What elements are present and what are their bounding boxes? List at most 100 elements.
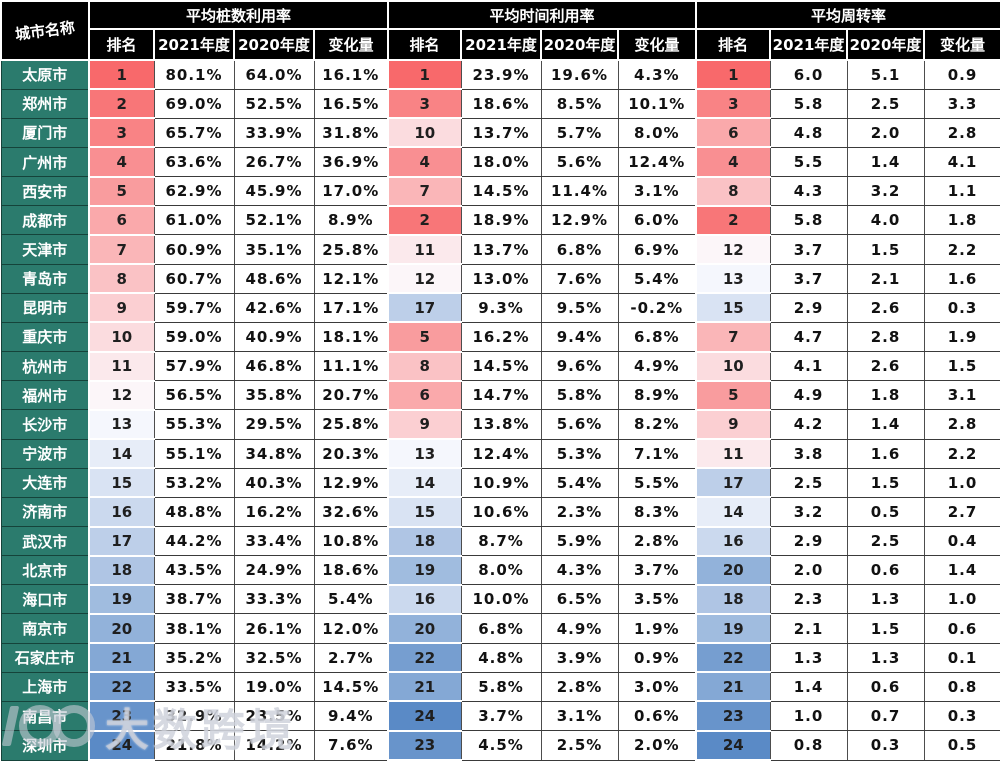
- city-cell: 济南市: [0, 496, 90, 528]
- value-cell: 29.5%: [233, 409, 315, 440]
- value-cell: 3.8: [769, 438, 848, 469]
- value-cell: 38.1%: [153, 613, 235, 644]
- value-cell: 64.0%: [233, 59, 315, 90]
- rank-cell: 20: [695, 554, 771, 586]
- value-cell: 0.7: [846, 700, 925, 732]
- value-cell: 33.5%: [153, 671, 235, 702]
- value-cell: 1.5: [923, 351, 1000, 382]
- rank-cell: 7: [387, 175, 462, 207]
- value-cell: 1.0: [923, 584, 1000, 615]
- value-cell: 2.3%: [540, 496, 619, 528]
- city-cell: 上海市: [0, 671, 90, 702]
- value-cell: 48.8%: [153, 496, 235, 528]
- value-cell: 12.4%: [460, 438, 542, 469]
- value-cell: 10.0%: [460, 584, 542, 615]
- value-cell: 26.1%: [233, 613, 315, 644]
- value-cell: 0.3: [846, 730, 925, 761]
- rank-cell: 12: [387, 263, 462, 295]
- value-cell: 46.8%: [233, 351, 315, 382]
- value-cell: 3.7%: [460, 700, 542, 732]
- value-cell: 80.1%: [153, 59, 235, 90]
- value-cell: 10.8%: [313, 525, 389, 557]
- value-cell: 3.5%: [617, 584, 697, 615]
- rank-cell: 4: [695, 146, 771, 178]
- value-cell: 2.5%: [540, 730, 619, 761]
- value-cell: 8.7%: [460, 525, 542, 557]
- rank-cell: 14: [695, 496, 771, 528]
- table-body: 太原市 1 80.1% 64.0% 16.1% 1 23.9% 19.6% 4.3% 1 6.0 5.…: [0, 58, 1000, 761]
- value-cell: 61.0%: [153, 205, 235, 236]
- value-cell: 5.9%: [540, 525, 619, 557]
- value-cell: 2.5: [846, 88, 925, 119]
- value-cell: 9.4%: [313, 700, 389, 732]
- city-cell: 厦门市: [0, 117, 90, 148]
- city-cell: 北京市: [0, 555, 90, 586]
- value-cell: 0.5: [923, 730, 1000, 761]
- header-city-name-label: 城市名称: [14, 18, 76, 44]
- value-cell: 14.2%: [233, 730, 315, 761]
- value-cell: 18.9%: [460, 205, 542, 236]
- value-cell: 1.5: [846, 467, 925, 498]
- table-row: 武汉市 17 44.2% 33.4% 10.8% 18 8.7% 5.9% 2.8% 16 2.9 2…: [0, 525, 1000, 557]
- rank-cell: 17: [695, 467, 771, 499]
- value-cell: 43.5%: [153, 555, 235, 586]
- rank-cell: 11: [695, 438, 771, 470]
- value-cell: 44.2%: [153, 525, 235, 557]
- rank-cell: 16: [88, 496, 155, 528]
- rank-cell: 9: [387, 408, 462, 441]
- rank-cell: 18: [387, 525, 462, 557]
- rank-cell: 11: [387, 233, 462, 266]
- value-cell: 12.0%: [313, 613, 389, 644]
- value-cell: 9.5%: [540, 292, 619, 323]
- rank-cell: 14: [387, 467, 462, 499]
- value-cell: 33.4%: [233, 525, 315, 557]
- value-cell: 21.8%: [153, 730, 235, 761]
- rank-cell: 21: [695, 671, 771, 703]
- header-city-name: 城市名称: [0, 0, 90, 61]
- value-cell: 2.8%: [617, 525, 697, 557]
- col-header-2020-2: 2020年度: [540, 28, 620, 61]
- table-row: 天津市 7 60.9% 35.1% 25.8% 11 13.7% 6.8% 6.9% 12 3.7 1…: [0, 233, 1000, 266]
- value-cell: 5.8%: [460, 671, 542, 702]
- value-cell: 7.1%: [617, 438, 697, 469]
- value-cell: 32.6%: [313, 496, 389, 528]
- value-cell: 69.0%: [153, 88, 235, 119]
- rank-cell: 16: [387, 583, 462, 615]
- value-cell: 2.0: [769, 555, 848, 586]
- value-cell: 40.3%: [233, 467, 315, 498]
- value-cell: 4.8: [769, 117, 848, 148]
- value-cell: 2.7%: [313, 642, 389, 673]
- value-cell: 6.9%: [617, 234, 697, 265]
- rank-cell: 7: [88, 233, 155, 266]
- value-cell: 0.6: [846, 671, 925, 702]
- value-cell: 6.8%: [617, 321, 697, 353]
- rank-cell: 17: [88, 525, 155, 557]
- table-row: 济南市 16 48.8% 16.2% 32.6% 15 10.6% 2.3% 8.3% 14 3.2…: [0, 496, 1000, 528]
- rank-cell: 3: [387, 88, 462, 120]
- rank-cell: 6: [387, 379, 462, 411]
- rank-cell: 17: [387, 292, 462, 324]
- value-cell: 31.8%: [313, 117, 389, 148]
- value-cell: 4.2: [769, 409, 848, 440]
- rank-cell: 24: [88, 729, 155, 761]
- col-header-2021-3: 2021年度: [769, 28, 849, 61]
- rank-cell: 22: [88, 671, 155, 703]
- value-cell: 32.9%: [153, 700, 235, 732]
- rank-cell: 9: [695, 408, 771, 441]
- value-cell: 18.1%: [313, 321, 389, 353]
- value-cell: 8.9%: [617, 380, 697, 411]
- value-cell: 40.9%: [233, 321, 315, 353]
- rank-cell: 19: [695, 612, 771, 645]
- value-cell: 2.5: [846, 525, 925, 557]
- rank-cell: 7: [695, 321, 771, 353]
- value-cell: 5.8%: [540, 380, 619, 411]
- value-cell: 14.5%: [313, 671, 389, 702]
- rank-cell: 5: [387, 321, 462, 353]
- rank-cell: 12: [695, 233, 771, 266]
- value-cell: 4.3%: [540, 555, 619, 586]
- rank-cell: 8: [88, 263, 155, 295]
- value-cell: 32.5%: [233, 642, 315, 673]
- value-cell: 2.8: [923, 409, 1000, 440]
- value-cell: 2.8: [846, 321, 925, 353]
- value-cell: 2.0%: [617, 730, 697, 761]
